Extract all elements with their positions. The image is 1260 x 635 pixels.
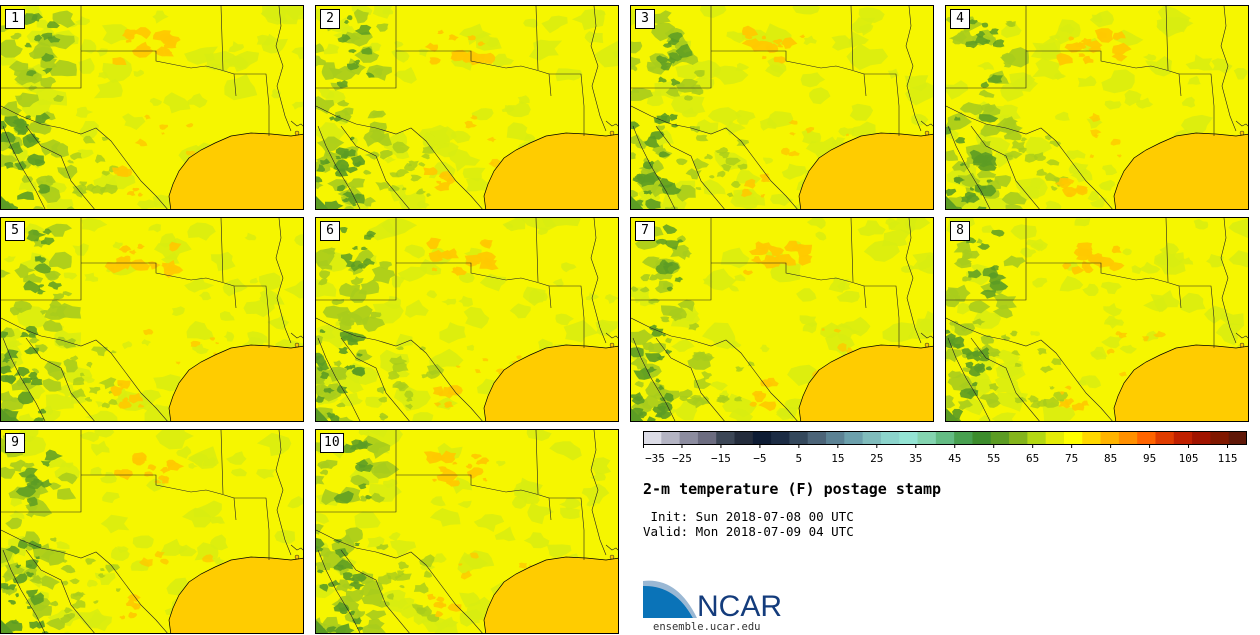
temperature-colorbar: −35 −25 −15 −5 5 15 25 35 45 55 65 75 85 95 105 115 [643, 431, 1247, 465]
colorbar-segment [697, 431, 717, 444]
colorbar-segment [972, 431, 992, 444]
ensemble-panel-4: 4 [945, 5, 1249, 210]
colorbar-tick-label: 105 [1179, 452, 1199, 465]
colorbar-frame [643, 431, 1247, 445]
colorbar-segment [734, 431, 754, 444]
colorbar-segment [1137, 431, 1156, 444]
ensemble-panel-10: 10 [315, 429, 619, 634]
ensemble-panel-5: 5 [0, 217, 304, 422]
ensemble-panel-8: 8 [945, 217, 1249, 422]
colorbar-segment [862, 431, 882, 444]
colorbar-segment [679, 431, 699, 444]
colorbar-segment [1027, 431, 1047, 444]
ensemble-panel-9: 9 [0, 429, 304, 634]
colorbar-tick-label: 45 [948, 452, 961, 465]
temperature-map [1, 218, 303, 421]
colorbar-segment [1173, 431, 1193, 444]
panel-number: 3 [635, 9, 655, 29]
colorbar-segment [661, 431, 681, 444]
colorbar-segment [899, 431, 919, 444]
colorbar-segment [789, 431, 809, 444]
ensemble-panel-1: 1 [0, 5, 304, 210]
colorbar-segment [1045, 431, 1065, 444]
colorbar-tick-label: 15 [831, 452, 844, 465]
panel-number: 5 [5, 221, 25, 241]
ensemble-panel-2: 2 [315, 5, 619, 210]
colorbar-tick-label: −35 [645, 452, 665, 465]
colorbar-segment [1192, 431, 1211, 444]
colorbar-segment [1155, 431, 1175, 444]
panel-number: 9 [5, 433, 25, 453]
colorbar-segment [1082, 431, 1102, 444]
temperature-map [316, 430, 618, 633]
colorbar-tick-label: −25 [672, 452, 692, 465]
temperature-map [631, 218, 933, 421]
colorbar-segment [807, 431, 827, 444]
ensemble-panel-7: 7 [630, 217, 934, 422]
temperature-map [316, 218, 618, 421]
panel-number: 10 [320, 433, 344, 453]
colorbar-segment [1228, 431, 1247, 444]
panel-number: 8 [950, 221, 970, 241]
temperature-map [1, 6, 303, 209]
temperature-map [1, 430, 303, 633]
colorbar-segment [752, 431, 772, 444]
colorbar-tick-label: 5 [796, 452, 803, 465]
panel-number: 1 [5, 9, 25, 29]
panel-number: 2 [320, 9, 340, 29]
temperature-map [631, 6, 933, 209]
colorbar-tick-label: 35 [909, 452, 922, 465]
colorbar-tick-label: 65 [1026, 452, 1039, 465]
colorbar-tick-label: 55 [987, 452, 1000, 465]
colorbar-tick-label: −5 [753, 452, 766, 465]
ncar-swoosh-icon [643, 585, 693, 618]
colorbar-segment [1118, 431, 1138, 444]
temperature-map [946, 6, 1248, 209]
colorbar-tick-label: 95 [1143, 452, 1156, 465]
colorbar-segment [935, 431, 955, 444]
colorbar-segment [826, 431, 845, 444]
colorbar-tick-label: 85 [1104, 452, 1117, 465]
colorbar-tick-label: 115 [1218, 452, 1238, 465]
valid-time: Valid: Mon 2018-07-09 04 UTC [643, 524, 854, 539]
site-url: ensemble.ucar.edu [653, 621, 761, 633]
colorbar-segment [716, 431, 736, 444]
colorbar-tick-label: −15 [711, 452, 731, 465]
ncar-logo: NCAR [643, 580, 782, 622]
temperature-map [946, 218, 1248, 421]
logo-text: NCAR [697, 590, 782, 622]
ensemble-panel-3: 3 [630, 5, 934, 210]
colorbar-segment [1063, 431, 1083, 444]
panel-number: 7 [635, 221, 655, 241]
colorbar-tick-label: 25 [870, 452, 883, 465]
colorbar-segment [643, 431, 662, 444]
colorbar-segment [990, 431, 1010, 444]
colorbar-segment [1009, 431, 1028, 444]
colorbar-segment [917, 431, 937, 444]
ensemble-panel-6: 6 [315, 217, 619, 422]
panel-number: 6 [320, 221, 340, 241]
colorbar-segment [880, 431, 900, 444]
colorbar-segment [844, 431, 864, 444]
init-time: Init: Sun 2018-07-08 00 UTC [643, 509, 854, 524]
colorbar-tick-label: 75 [1065, 452, 1078, 465]
chart-title: 2-m temperature (F) postage stamp [643, 480, 942, 498]
colorbar-segment [1210, 431, 1230, 444]
panel-number: 4 [950, 9, 970, 29]
colorbar-segment [1100, 431, 1120, 444]
temperature-map [316, 6, 618, 209]
colorbar-segment [954, 431, 973, 444]
colorbar-segment [771, 431, 790, 444]
